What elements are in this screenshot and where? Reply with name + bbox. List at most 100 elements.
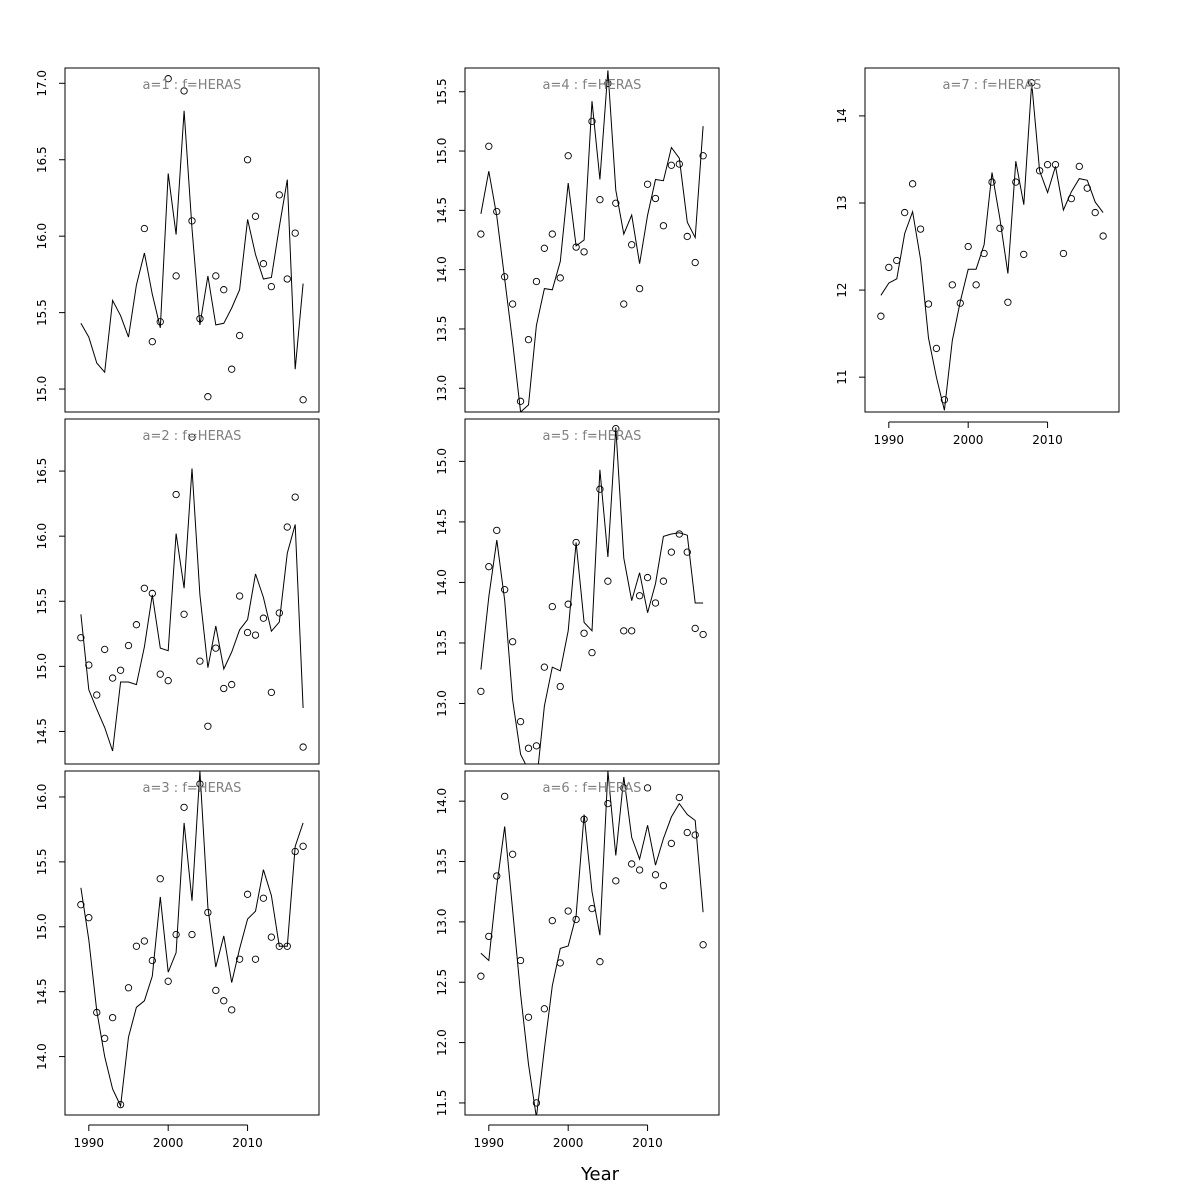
data-point <box>643 784 652 792</box>
data-point <box>628 860 636 868</box>
data-point <box>643 573 652 582</box>
y-tick-label: 13 <box>835 195 849 210</box>
data-point <box>691 831 699 839</box>
data-point <box>156 318 164 326</box>
data-point <box>172 272 180 280</box>
data-point <box>548 917 556 925</box>
data-point <box>164 75 172 83</box>
data-point <box>1035 167 1044 175</box>
x-tick-label: 1990 <box>74 1136 105 1150</box>
data-point <box>1083 184 1091 192</box>
data-point <box>932 344 941 353</box>
panel-frame <box>464 418 720 765</box>
panel-4: 13.0 13.5 14.0 14.5 15.0 15.5 a=4 : f=HERAS <box>435 67 720 413</box>
data-point <box>1099 232 1107 240</box>
data-point <box>140 937 149 945</box>
data-point <box>651 599 660 607</box>
data-point <box>172 490 180 499</box>
y-tick-label: 13.0 <box>435 909 449 936</box>
y-tick-label: 14.5 <box>435 509 449 536</box>
data-point <box>275 942 283 950</box>
x-tick-label: 1990 <box>874 433 905 447</box>
data-point <box>699 941 707 949</box>
data-point <box>204 722 212 730</box>
data-point <box>188 930 196 939</box>
data-point <box>667 548 676 556</box>
data-point <box>259 894 268 902</box>
series-line <box>80 468 304 752</box>
data-point <box>596 485 604 493</box>
data-point <box>196 315 204 323</box>
data-point <box>988 178 996 186</box>
data-point <box>220 997 228 1005</box>
data-point <box>635 284 644 293</box>
data-point <box>524 1013 533 1021</box>
y-tick-label: 13.5 <box>435 848 449 875</box>
data-point <box>532 742 541 750</box>
data-point <box>667 839 676 848</box>
panel-1: 15.0 15.5 16.0 16.5 17.0 a=1 : f=HERAS <box>35 67 320 413</box>
panel-frame <box>64 770 320 1116</box>
series-line <box>80 110 304 374</box>
data-point <box>212 644 220 652</box>
y-tick-label: 15.5 <box>35 299 49 326</box>
data-point <box>885 263 893 272</box>
y-tick-label: 15.0 <box>435 138 449 165</box>
data-point <box>588 904 596 913</box>
data-point <box>699 630 707 639</box>
x-tick-label: 2000 <box>553 1136 584 1150</box>
data-point <box>108 1013 117 1022</box>
data-point <box>588 648 596 657</box>
data-point <box>124 984 133 992</box>
data-point <box>691 258 699 267</box>
series-line <box>80 771 304 1108</box>
data-point <box>77 634 85 642</box>
data-point <box>924 300 933 308</box>
data-point <box>659 222 668 230</box>
data-point <box>540 663 549 671</box>
data-point <box>93 1008 101 1017</box>
data-point <box>180 803 188 811</box>
y-tick-label: 16.5 <box>35 146 49 173</box>
series-line <box>480 771 704 1115</box>
data-point <box>251 631 260 639</box>
data-point <box>1012 178 1020 186</box>
data-point <box>691 624 699 633</box>
data-point <box>556 959 564 967</box>
data-point <box>220 286 228 294</box>
y-tick-label: 17.0 <box>35 70 49 97</box>
panel-plot-area <box>877 79 1107 411</box>
data-point <box>283 523 291 531</box>
data-point <box>572 243 580 251</box>
x-tick-label: 2010 <box>1032 433 1063 447</box>
data-point <box>683 828 691 837</box>
data-point <box>908 180 917 188</box>
data-point <box>612 877 620 885</box>
data-point <box>493 526 501 535</box>
data-point <box>628 241 636 249</box>
data-point <box>267 933 276 941</box>
data-point <box>212 272 220 280</box>
data-point <box>228 365 236 373</box>
data-point <box>604 577 612 585</box>
data-point <box>116 666 125 674</box>
y-tick-label: 15.5 <box>35 849 49 876</box>
y-tick-label: 15.5 <box>435 78 449 105</box>
y-tick-label: 12.5 <box>435 969 449 996</box>
data-point <box>148 956 156 965</box>
data-point <box>204 908 212 917</box>
data-point <box>964 242 972 251</box>
y-tick-label: 14.0 <box>435 788 449 815</box>
data-point <box>532 1099 541 1107</box>
data-point <box>477 230 485 238</box>
data-point <box>148 589 156 598</box>
x-tick-label: 2010 <box>632 1136 663 1150</box>
data-point <box>299 842 307 850</box>
data-point <box>132 621 141 629</box>
panel-6: 11.5 12.0 12.5 13.0 13.5 14.0 1990 2000 2010 a=6 … <box>435 770 720 1150</box>
y-tick-label: 15.0 <box>35 913 49 940</box>
panel-3: 14.0 14.5 15.0 15.5 16.0 1990 2000 2010 a=3 : f=… <box>35 770 320 1150</box>
data-point <box>508 638 517 646</box>
y-tick-label: 13.0 <box>435 690 449 717</box>
data-point <box>180 87 188 95</box>
